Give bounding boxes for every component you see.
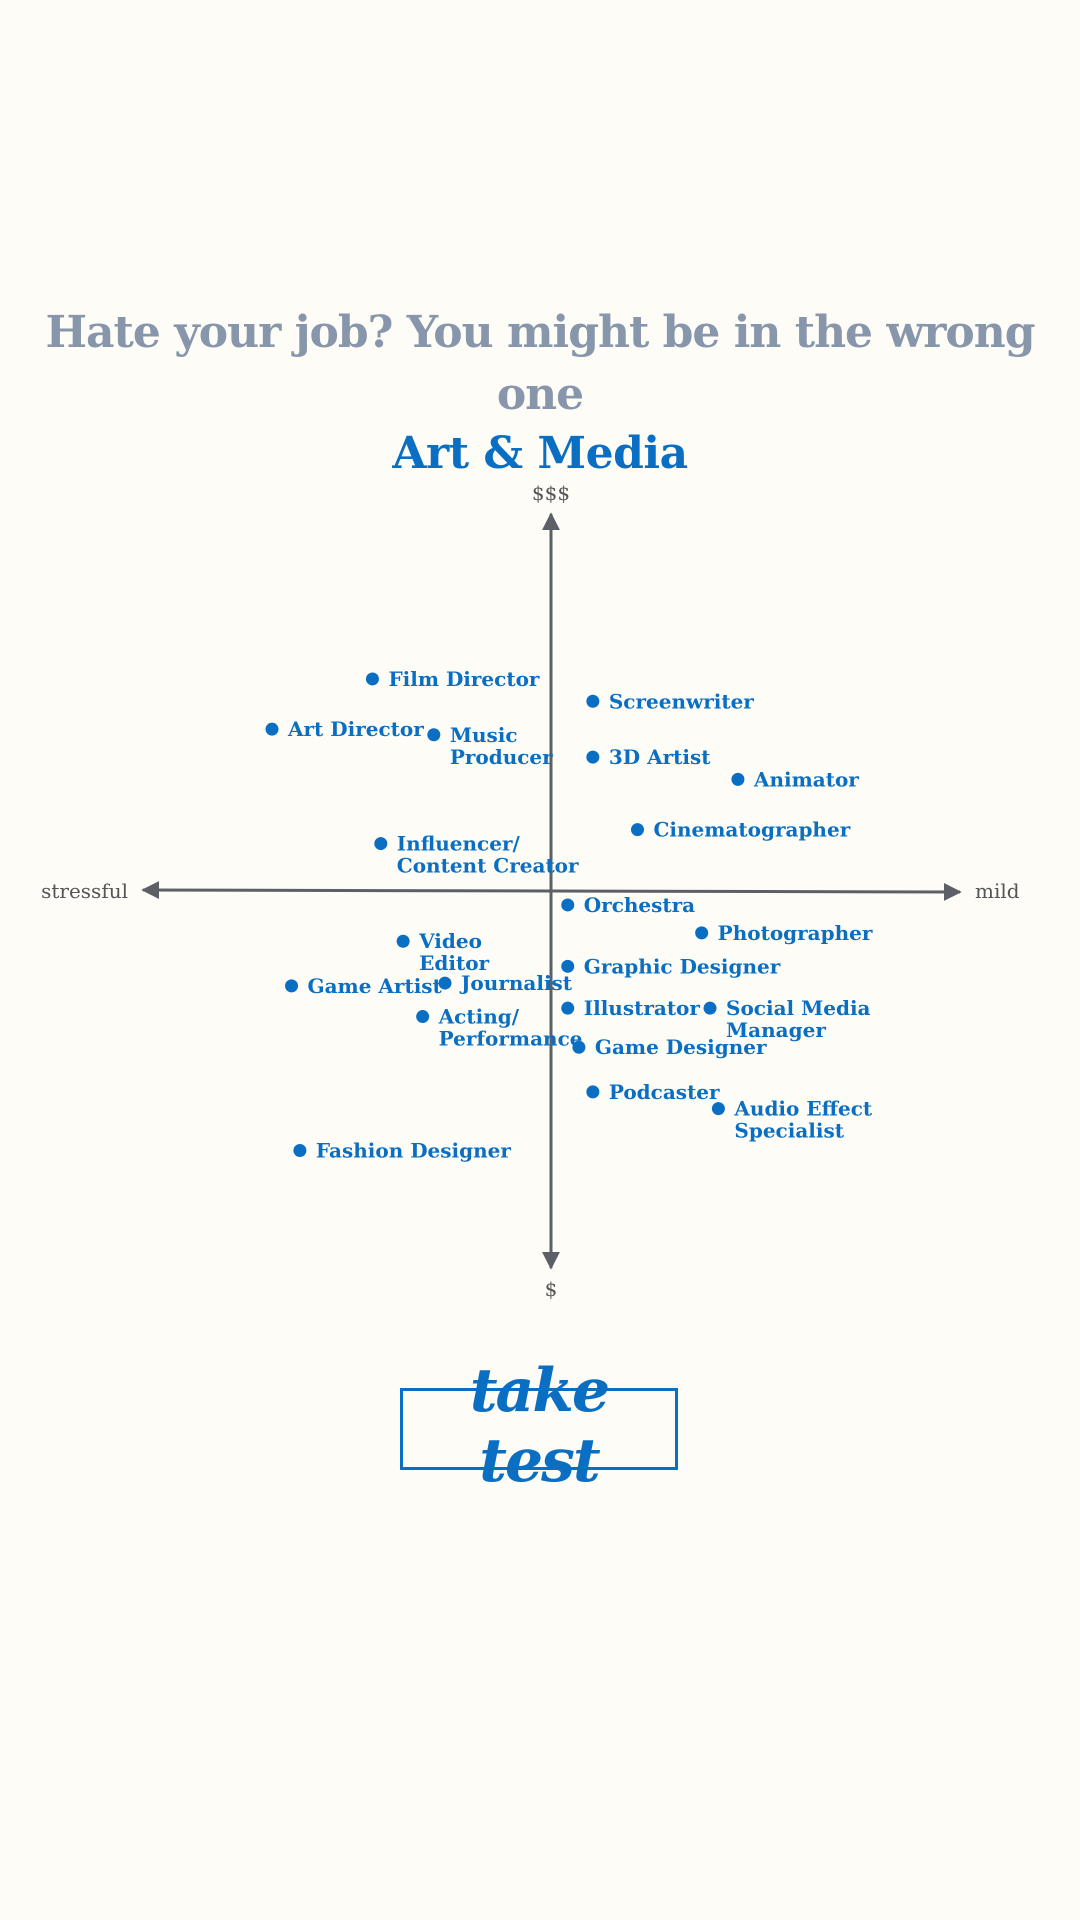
x-axis-min-label: stressful [41,879,128,903]
page-title: Hate your job? You might be in the wrong… [45,307,1035,420]
data-point: Social Media Manager [703,996,871,1042]
data-point: Illustrator [561,996,700,1020]
data-point-label: Film Director [388,667,539,691]
x-axis-max-label: mild [975,879,1020,903]
data-point: Art Director [265,717,424,741]
data-point: Cinematographer [630,818,851,842]
data-point-label: Cinematographer [653,818,850,842]
data-point-label: Video Editor [418,929,489,975]
data-point-label: Orchestra [584,893,695,917]
data-point-marker [586,1085,600,1099]
data-point-label: Game Artist [308,974,443,998]
data-point-marker [572,1040,586,1054]
data-point-label: Acting/Performance [438,1005,583,1051]
data-point-marker [630,823,644,837]
data-point: Journalist [438,971,573,995]
data-point-label: Animator [753,767,859,791]
data-point-marker [703,1001,717,1015]
data-point-label: Journalist [459,971,573,995]
data-point-label: Graphic Designer [584,954,781,978]
take-test-button[interactable]: take test [400,1356,678,1496]
data-point: 3D Artist [586,745,711,769]
data-point-label: Podcaster [609,1080,720,1104]
data-point-marker [427,728,441,742]
data-point: Game Designer [572,1035,767,1059]
data-point: Film Director [365,667,540,691]
data-point: Orchestra [561,893,695,917]
page-heading: Hate your job? You might be in the wrong… [0,302,1080,482]
data-point-marker [396,934,410,948]
data-point-marker [293,1143,307,1157]
data-point-label: Photographer [718,921,873,945]
data-point-marker [695,926,709,940]
data-point-marker [365,672,379,686]
data-point: Audio Effect Specialist [711,1097,873,1143]
data-point-label: 3D Artist [609,745,711,769]
data-point-marker [285,979,299,993]
data-point-label: Music Producer [450,723,553,769]
y-axis-min-label: $ [545,1277,558,1301]
data-point-label: Audio Effect Specialist [733,1097,873,1143]
data-point-label: Social Media Manager [726,996,871,1042]
data-point-label: Fashion Designer [316,1138,511,1162]
data-point: Music Producer [427,723,553,769]
data-point-marker [586,694,600,708]
y-axis-max-label: $$$ [532,481,570,505]
data-point-marker [438,976,452,990]
data-points: Film Director Art Director Music Producer In… [265,667,873,1162]
data-point: Video Editor [396,929,490,975]
data-point-label: Screenwriter [609,689,754,713]
data-point-label: Game Designer [595,1035,767,1059]
data-point: Fashion Designer [293,1138,511,1162]
data-point-marker [561,898,575,912]
data-point-marker [561,959,575,973]
data-point: Game Artist [285,974,443,998]
data-point: Influencer/Content Creator [374,832,579,878]
data-point-marker [265,722,279,736]
data-point: Podcaster [586,1080,720,1104]
data-point-marker [586,750,600,764]
data-point-marker [416,1010,430,1024]
data-point-label: Illustrator [584,996,701,1020]
data-point-marker [711,1102,725,1116]
data-point-marker [731,772,745,786]
data-point-marker [374,837,388,851]
data-point: Graphic Designer [561,954,781,978]
page-subtitle: Art & Media [392,428,688,479]
data-point: Animator [731,767,859,791]
data-point: Acting/Performance [416,1005,582,1051]
data-point-label: Art Director [287,717,424,741]
data-point: Screenwriter [586,689,754,713]
data-point: Photographer [695,921,873,945]
data-point-label: Influencer/Content Creator [397,832,579,878]
data-point-marker [561,1001,575,1015]
